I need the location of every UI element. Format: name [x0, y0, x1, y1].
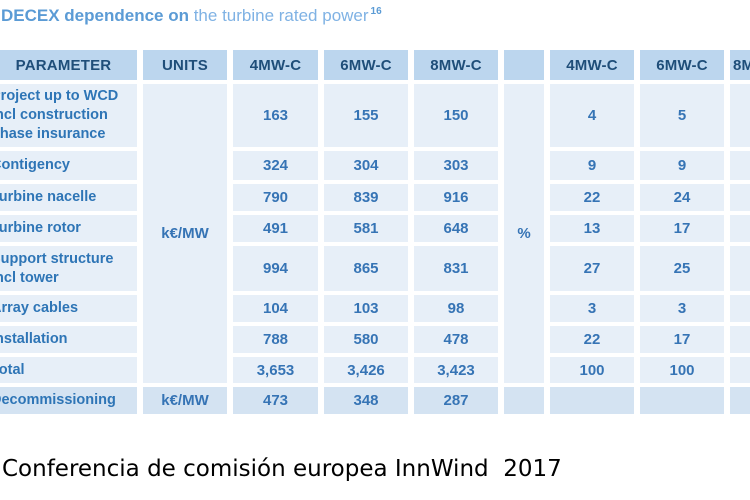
pct-cell [730, 246, 750, 291]
percent-sign-cell: % [504, 84, 544, 383]
col-header-units: UNITS [143, 50, 227, 80]
param-label: Turbine nacelle [0, 184, 137, 211]
value-cell: 304 [324, 151, 408, 180]
pct-cell [730, 326, 750, 353]
pct-cell [730, 184, 750, 211]
pct-cell [730, 84, 750, 147]
value-cell: 98 [414, 295, 498, 322]
pct-cell: 100 [640, 357, 724, 383]
pct-cell: 17 [640, 215, 724, 242]
col-header-8mwc: 8MW-C [414, 50, 498, 80]
value-cell: 103 [324, 295, 408, 322]
pct-cell [730, 387, 750, 414]
col-header-6mwc: 6MW-C [324, 50, 408, 80]
value-cell: 831 [414, 246, 498, 291]
value-cell: 3,653 [233, 357, 318, 383]
value-cell: 491 [233, 215, 318, 242]
col-header-8mwc-pct: 8MW-C [730, 50, 750, 80]
value-cell: 163 [233, 84, 318, 147]
pct-cell [730, 215, 750, 242]
value-cell: 478 [414, 326, 498, 353]
units-cell: k€/MW [143, 387, 227, 414]
pct-cell [730, 357, 750, 383]
pct-cell: 9 [550, 151, 634, 180]
col-header-4mwc: 4MW-C [233, 50, 318, 80]
pct-cell: 22 [550, 184, 634, 211]
value-cell: 581 [324, 215, 408, 242]
param-label: Array cables [0, 295, 137, 322]
value-cell: 648 [414, 215, 498, 242]
pct-cell: 25 [640, 246, 724, 291]
value-cell: 994 [233, 246, 318, 291]
value-cell: 348 [324, 387, 408, 414]
units-merged-cell: k€/MW [143, 84, 227, 383]
pct-cell: 3 [550, 295, 634, 322]
value-cell: 104 [233, 295, 318, 322]
pct-cell [730, 151, 750, 180]
value-cell: 303 [414, 151, 498, 180]
param-label-total: Total [0, 357, 137, 383]
value-cell: 790 [233, 184, 318, 211]
value-cell: 788 [233, 326, 318, 353]
page-title: DECEX dependence on the turbine rated po… [1, 6, 382, 26]
title-lead: DECEX dependence on [1, 6, 189, 25]
value-cell: 839 [324, 184, 408, 211]
value-cell: 3,423 [414, 357, 498, 383]
param-label: Support structure incl tower [0, 246, 137, 291]
param-label: Installation [0, 326, 137, 353]
value-cell: 324 [233, 151, 318, 180]
value-cell: 150 [414, 84, 498, 147]
pct-cell: 9 [640, 151, 724, 180]
pct-cell: 13 [550, 215, 634, 242]
pct-cell [730, 295, 750, 322]
pct-cell: 100 [550, 357, 634, 383]
value-cell: 155 [324, 84, 408, 147]
pct-cell [640, 387, 724, 414]
pct-cell: 24 [640, 184, 724, 211]
value-cell: 473 [233, 387, 318, 414]
decex-table: PARAMETER UNITS 4MW-C 6MW-C 8MW-C 4MW-C … [0, 50, 750, 414]
pct-cell: 3 [640, 295, 724, 322]
col-header-parameter: PARAMETER [0, 50, 137, 80]
title-footnote-ref: 16 [370, 6, 382, 18]
source-caption: Conferencia de comisión europea InnWind … [2, 456, 562, 482]
pct-cell [550, 387, 634, 414]
pct-cell: 27 [550, 246, 634, 291]
value-cell: 916 [414, 184, 498, 211]
title-rest: the turbine rated power [188, 6, 369, 25]
empty-cell [504, 387, 544, 414]
param-label: Turbine rotor [0, 215, 137, 242]
col-header-4mwc-pct: 4MW-C [550, 50, 634, 80]
pct-cell: 5 [640, 84, 724, 147]
pct-cell: 22 [550, 326, 634, 353]
col-header-6mwc-pct: 6MW-C [640, 50, 724, 80]
param-label: Project up to WCD incl construction phas… [0, 84, 137, 147]
value-cell: 287 [414, 387, 498, 414]
pct-cell: 17 [640, 326, 724, 353]
value-cell: 3,426 [324, 357, 408, 383]
value-cell: 580 [324, 326, 408, 353]
value-cell: 865 [324, 246, 408, 291]
param-label: Contigency [0, 151, 137, 180]
col-header-spacer [504, 50, 544, 80]
param-label-decommissioning: Decommissioning [0, 387, 137, 414]
pct-cell: 4 [550, 84, 634, 147]
